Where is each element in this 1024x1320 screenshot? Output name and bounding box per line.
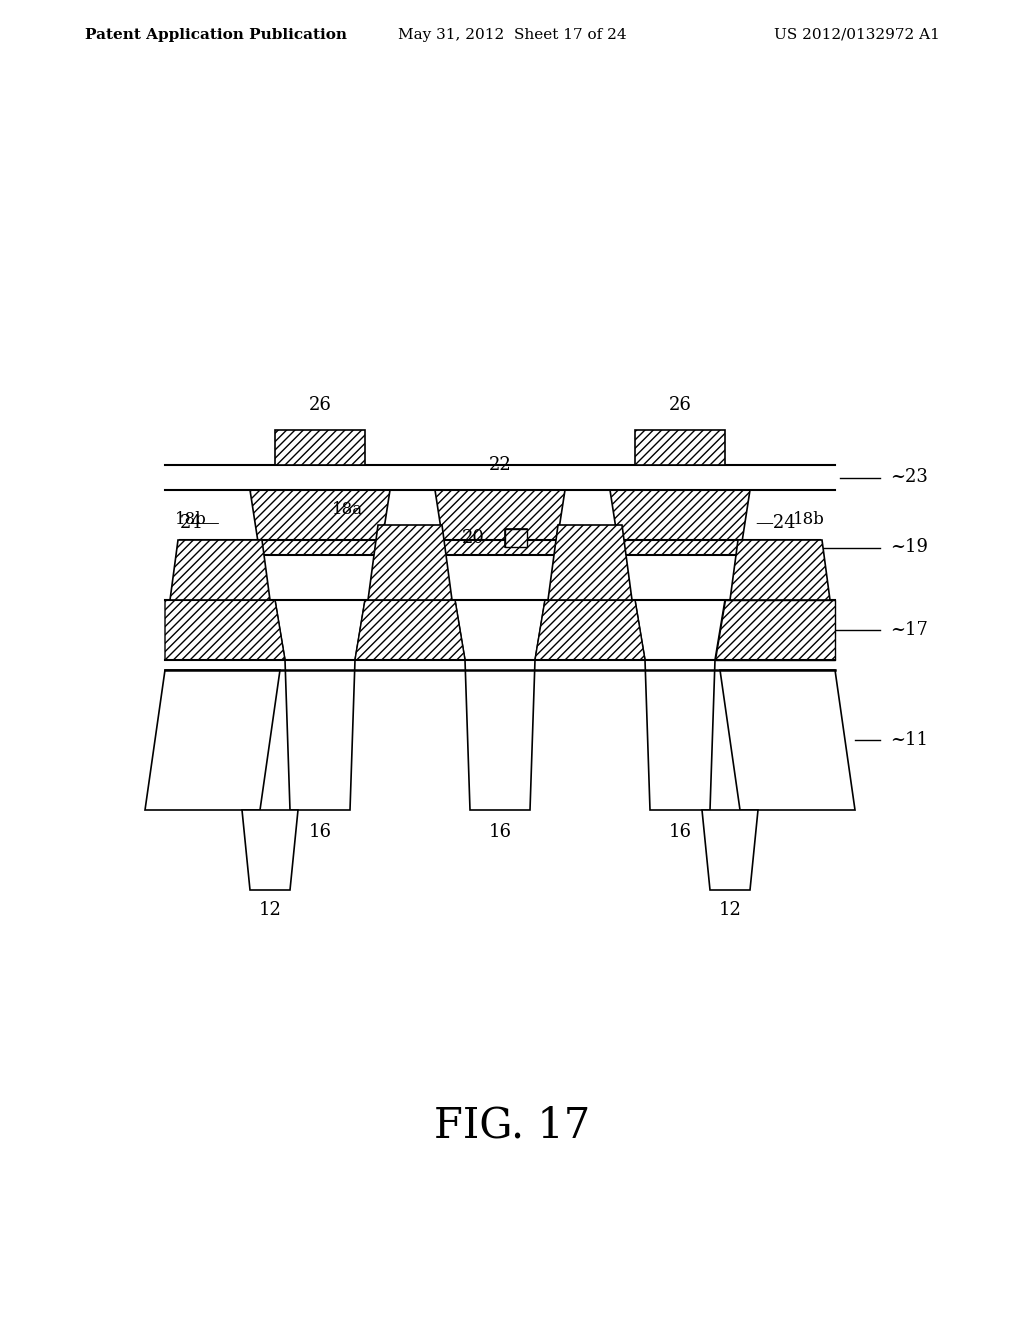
Polygon shape: [435, 490, 565, 554]
Polygon shape: [720, 671, 855, 810]
Text: FIG. 17: FIG. 17: [434, 1104, 590, 1146]
Polygon shape: [715, 601, 835, 660]
Bar: [505, 529, 527, 546]
Polygon shape: [170, 540, 270, 601]
Polygon shape: [535, 601, 645, 660]
Polygon shape: [610, 490, 750, 554]
Polygon shape: [355, 601, 465, 660]
Text: 20: 20: [462, 529, 485, 546]
Text: 16: 16: [669, 822, 691, 841]
Polygon shape: [285, 660, 355, 810]
Text: 16: 16: [488, 822, 512, 841]
Text: US 2012/0132972 A1: US 2012/0132972 A1: [774, 28, 940, 42]
Text: 12: 12: [259, 902, 282, 919]
Text: 18a: 18a: [332, 502, 362, 519]
Text: ~17: ~17: [890, 620, 928, 639]
Polygon shape: [145, 671, 280, 810]
Polygon shape: [548, 525, 632, 601]
Text: 18b: 18b: [175, 511, 207, 528]
Polygon shape: [275, 601, 365, 660]
Polygon shape: [455, 601, 545, 660]
Text: 24—: 24—: [179, 513, 220, 532]
Polygon shape: [368, 525, 452, 601]
Polygon shape: [250, 490, 390, 554]
Text: 26: 26: [669, 396, 691, 414]
Bar: [275, 430, 365, 465]
Polygon shape: [730, 540, 830, 601]
Text: ~19: ~19: [890, 539, 928, 557]
Bar: [505, 529, 527, 546]
Text: ~23: ~23: [890, 469, 928, 487]
Polygon shape: [242, 810, 298, 890]
Text: ~11: ~11: [890, 731, 928, 748]
Polygon shape: [165, 601, 285, 660]
Text: 26: 26: [308, 396, 332, 414]
Text: —24: —24: [755, 513, 796, 532]
Text: 16: 16: [308, 822, 332, 841]
Text: May 31, 2012  Sheet 17 of 24: May 31, 2012 Sheet 17 of 24: [397, 28, 627, 42]
Text: 22: 22: [488, 455, 511, 474]
Text: 12: 12: [719, 902, 741, 919]
Polygon shape: [465, 660, 535, 810]
Text: Patent Application Publication: Patent Application Publication: [85, 28, 347, 42]
Polygon shape: [702, 810, 758, 890]
Polygon shape: [635, 601, 725, 660]
Polygon shape: [645, 660, 715, 810]
Bar: [635, 430, 725, 465]
Text: 18b: 18b: [794, 511, 825, 528]
